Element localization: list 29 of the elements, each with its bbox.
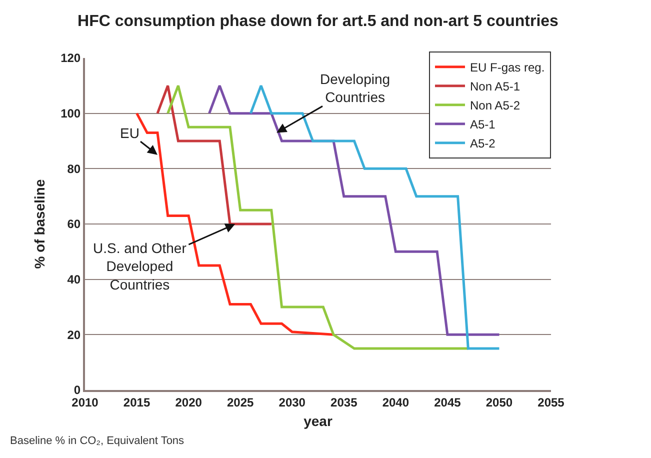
annotation: EU bbox=[120, 125, 140, 141]
x-tick-label: 2010 bbox=[72, 395, 99, 410]
x-tick-label: 2025 bbox=[226, 395, 254, 410]
x-axis-title: year bbox=[304, 413, 333, 430]
x-tick-label: 2020 bbox=[175, 395, 202, 410]
y-axis-title: % of baseline bbox=[32, 179, 48, 269]
y-tick-label: 80 bbox=[67, 162, 81, 176]
x-tick-label: 2030 bbox=[278, 395, 306, 410]
x-tick-label: 2040 bbox=[382, 395, 410, 410]
y-tick-label: 0 bbox=[74, 383, 81, 398]
y-tick-label: 40 bbox=[67, 272, 81, 287]
legend-label: Non A5-2 bbox=[470, 98, 520, 113]
y-tick-label: 20 bbox=[67, 328, 81, 342]
y-tick-label: 100 bbox=[60, 106, 81, 121]
chart-title: HFC consumption phase down for art.5 and non-art 5 countries bbox=[78, 13, 559, 30]
x-tick-label: 2055 bbox=[538, 395, 565, 410]
legend-label: Non A5-1 bbox=[470, 80, 520, 94]
x-tick-label: 2035 bbox=[330, 395, 358, 410]
text: Baseline % in CO₂, Equivalent Tons bbox=[10, 435, 185, 447]
legend-label: EU F-gas reg. bbox=[470, 60, 545, 75]
annotation: Developing Countries bbox=[320, 71, 390, 106]
x-tick-label: 2050 bbox=[486, 395, 513, 410]
y-tick-label: 60 bbox=[67, 217, 81, 232]
legend-label: A5-1 bbox=[470, 118, 496, 132]
x-tick-label: 2045 bbox=[434, 395, 462, 410]
legend-label: A5-2 bbox=[470, 136, 496, 151]
y-tick-label: 120 bbox=[60, 51, 81, 66]
annotation: U.S. and Other Developed Countries bbox=[93, 240, 187, 292]
x-tick-label: 2015 bbox=[123, 395, 150, 410]
